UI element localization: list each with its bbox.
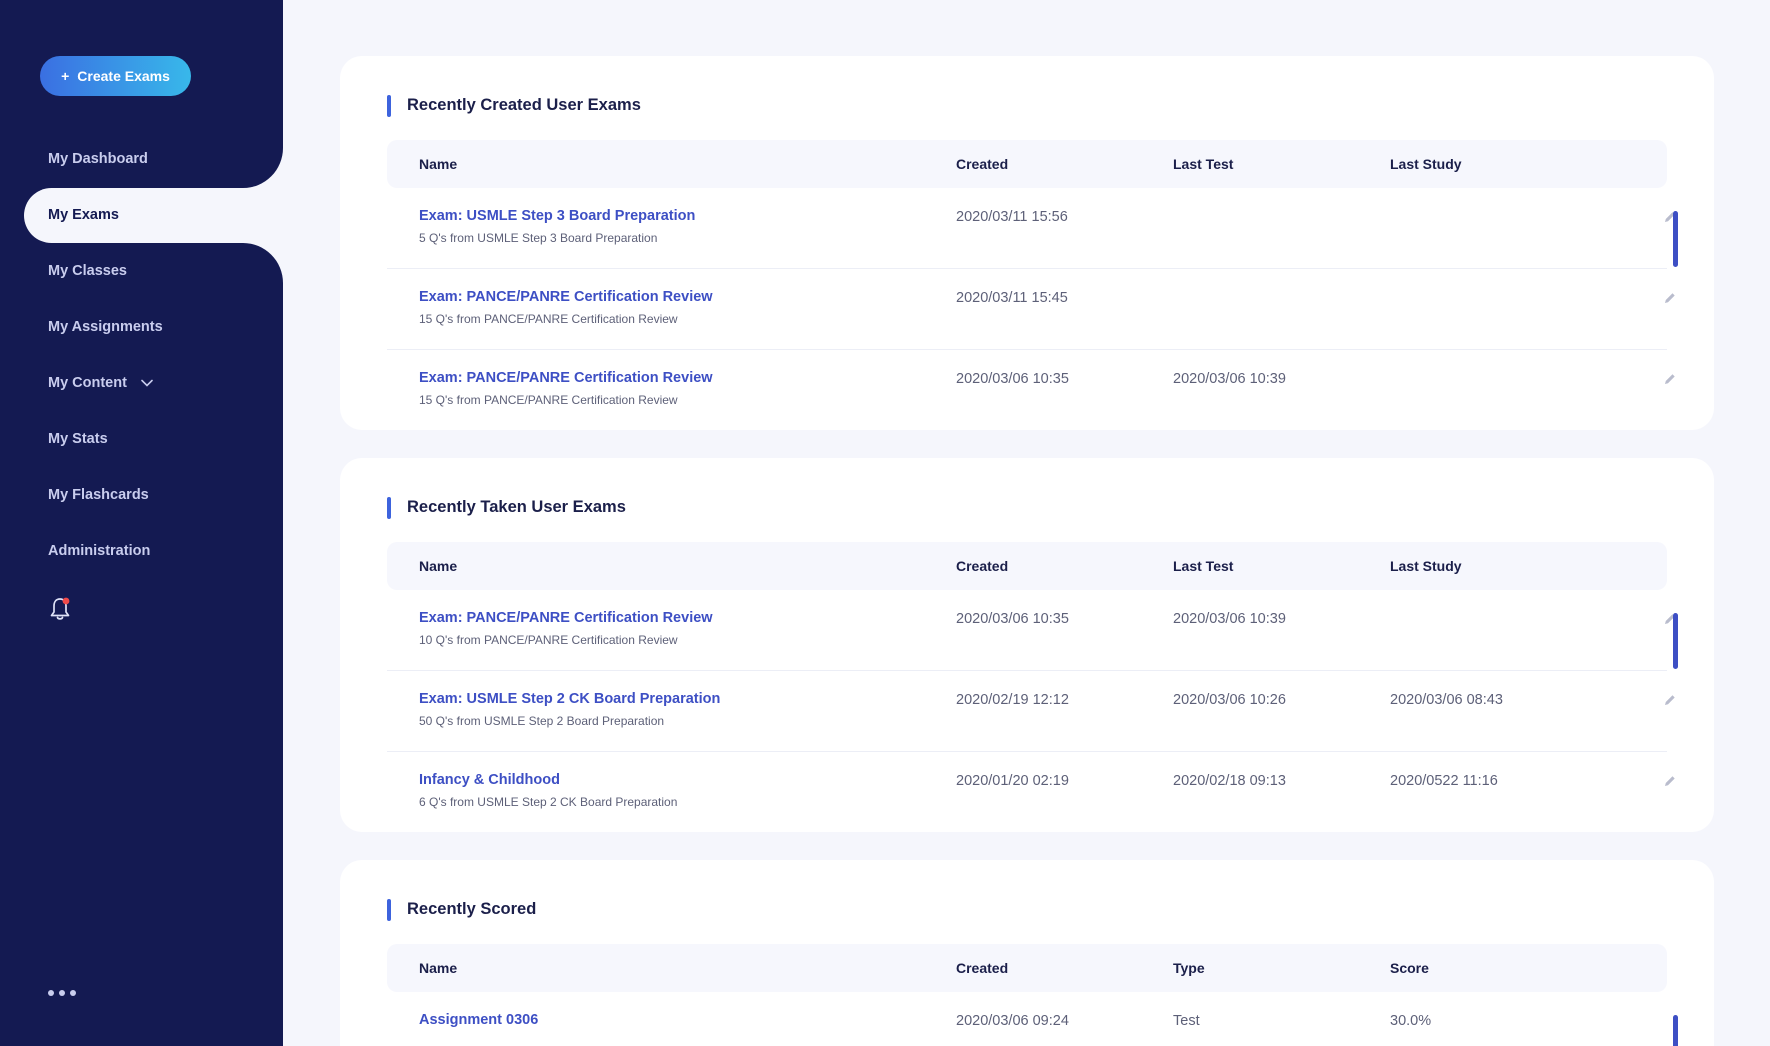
scrollbar-thumb[interactable]: [1673, 1015, 1678, 1046]
table-row[interactable]: Exam: PANCE/PANRE Certification Review 1…: [387, 350, 1675, 430]
sidebar-item-my-dashboard[interactable]: My Dashboard: [48, 151, 148, 167]
sidebar-item-label: My Classes: [48, 263, 127, 279]
table-row[interactable]: Exam: PANCE/PANRE Certification Review 1…: [387, 269, 1675, 350]
table-row[interactable]: Exam: USMLE Step 2 CK Board Preparation …: [387, 671, 1675, 752]
recently-scored-card: Recently Scored Name Created Type Score …: [340, 860, 1714, 1046]
sidebar-item-label: My Assignments: [48, 319, 163, 335]
card-title: Recently Created User Exams: [387, 95, 641, 117]
sidebar-item-my-stats[interactable]: My Stats: [48, 431, 108, 447]
recently-created-card: Recently Created User Exams Name Created…: [340, 56, 1714, 430]
scrollbar-thumb[interactable]: [1673, 613, 1678, 669]
column-header-last-study: Last Study: [1390, 156, 1462, 172]
plus-icon: +: [61, 68, 70, 84]
created-date: 2020/03/06 09:24: [956, 1013, 1069, 1029]
exam-link[interactable]: Exam: USMLE Step 2 CK Board Preparation: [419, 691, 721, 707]
recently-taken-card: Recently Taken User Exams Name Created L…: [340, 458, 1714, 832]
exam-link[interactable]: Exam: PANCE/PANRE Certification Review: [419, 289, 713, 305]
exam-link[interactable]: Exam: PANCE/PANRE Certification Review: [419, 610, 713, 626]
card-title: Recently Taken User Exams: [387, 497, 626, 519]
sidebar: + Create Exams My Dashboard My Exams My …: [0, 0, 283, 1046]
table-row[interactable]: Exam: USMLE Step 3 Board Preparation 5 Q…: [387, 188, 1675, 269]
pencil-icon[interactable]: [1663, 693, 1677, 707]
column-header-name: Name: [419, 960, 458, 976]
exam-link[interactable]: Infancy & Childhood: [419, 772, 560, 788]
sidebar-item-my-assignments[interactable]: My Assignments: [48, 319, 163, 335]
pencil-icon[interactable]: [1663, 774, 1677, 788]
sidebar-item-label: My Stats: [48, 431, 108, 447]
sidebar-item-label: Administration: [48, 543, 151, 559]
table-row[interactable]: Assignment 0306 2020/03/06 09:24 Test 30…: [387, 992, 1667, 1046]
assignment-type: Test: [1173, 1013, 1200, 1029]
card-title: Recently Scored: [387, 899, 536, 921]
column-header-type: Type: [1173, 960, 1205, 976]
created-date: 2020/02/19 12:12: [956, 692, 1069, 708]
sidebar-item-my-flashcards[interactable]: My Flashcards: [48, 487, 149, 503]
chevron-down-icon[interactable]: [141, 379, 153, 387]
column-header-name: Name: [419, 156, 458, 172]
sidebar-item-label: My Content: [48, 375, 127, 391]
sidebar-item-label: My Dashboard: [48, 151, 148, 167]
sidebar-item-my-classes[interactable]: My Classes: [48, 263, 127, 279]
column-header-name: Name: [419, 558, 458, 574]
sidebar-item-administration[interactable]: Administration: [48, 543, 150, 559]
column-header-last-study: Last Study: [1390, 558, 1462, 574]
more-dots-icon[interactable]: [48, 990, 76, 996]
column-header-created: Created: [956, 156, 1009, 172]
created-date: 2020/03/11 15:56: [956, 209, 1068, 225]
bell-icon[interactable]: [48, 596, 72, 622]
last-test-date: 2020/03/06 10:39: [1173, 371, 1286, 387]
table-row[interactable]: Infancy & Childhood 6 Q's from USMLE Ste…: [387, 752, 1675, 832]
pencil-icon[interactable]: [1663, 291, 1677, 305]
pencil-icon[interactable]: [1663, 612, 1677, 626]
exam-subtitle: 15 Q's from PANCE/PANRE Certification Re…: [419, 393, 678, 407]
sidebar-item-my-content[interactable]: My Content: [48, 375, 153, 391]
created-date: 2020/03/06 10:35: [956, 611, 1069, 627]
exam-subtitle: 5 Q's from USMLE Step 3 Board Preparatio…: [419, 231, 658, 245]
exam-link[interactable]: Exam: PANCE/PANRE Certification Review: [419, 370, 713, 386]
create-exams-label: Create Exams: [77, 68, 170, 84]
last-study-date: 2020/0522 11:16: [1390, 773, 1498, 789]
sidebar-item-my-exams[interactable]: My Exams: [48, 207, 119, 223]
created-date: 2020/03/11 15:45: [956, 290, 1068, 306]
sidebar-item-label: My Flashcards: [48, 487, 149, 503]
table-row[interactable]: Exam: PANCE/PANRE Certification Review 1…: [387, 590, 1675, 671]
active-tab-background: [24, 188, 283, 243]
pencil-icon[interactable]: [1663, 372, 1677, 386]
created-date: 2020/03/06 10:35: [956, 371, 1069, 387]
last-test-date: 2020/02/18 09:13: [1173, 773, 1286, 789]
table-header: Name Created Last Test Last Study: [387, 140, 1667, 188]
exam-subtitle: 6 Q's from USMLE Step 2 CK Board Prepara…: [419, 795, 678, 809]
table-header: Name Created Last Test Last Study: [387, 542, 1667, 590]
column-header-created: Created: [956, 558, 1009, 574]
last-test-date: 2020/03/06 10:26: [1173, 692, 1286, 708]
assignment-link[interactable]: Assignment 0306: [419, 1012, 539, 1028]
notification-dot: [62, 597, 70, 605]
active-tab-curve-bottom: [243, 243, 283, 283]
column-header-last-test: Last Test: [1173, 156, 1234, 172]
column-header-last-test: Last Test: [1173, 558, 1234, 574]
sidebar-item-label: My Exams: [48, 207, 119, 223]
column-header-score: Score: [1390, 960, 1429, 976]
create-exams-button[interactable]: + Create Exams: [40, 56, 191, 96]
table-header: Name Created Type Score: [387, 944, 1667, 992]
active-tab-curve-top: [243, 148, 283, 188]
exam-subtitle: 50 Q's from USMLE Step 2 Board Preparati…: [419, 714, 665, 728]
exam-link[interactable]: Exam: USMLE Step 3 Board Preparation: [419, 208, 696, 224]
exam-subtitle: 10 Q's from PANCE/PANRE Certification Re…: [419, 633, 678, 647]
last-test-date: 2020/03/06 10:39: [1173, 611, 1286, 627]
pencil-icon[interactable]: [1663, 210, 1677, 224]
column-header-created: Created: [956, 960, 1009, 976]
created-date: 2020/01/20 02:19: [956, 773, 1069, 789]
last-study-date: 2020/03/06 08:43: [1390, 692, 1503, 708]
exam-subtitle: 15 Q's from PANCE/PANRE Certification Re…: [419, 312, 678, 326]
scrollbar-thumb[interactable]: [1673, 211, 1678, 267]
assignment-score: 30.0%: [1390, 1013, 1432, 1029]
